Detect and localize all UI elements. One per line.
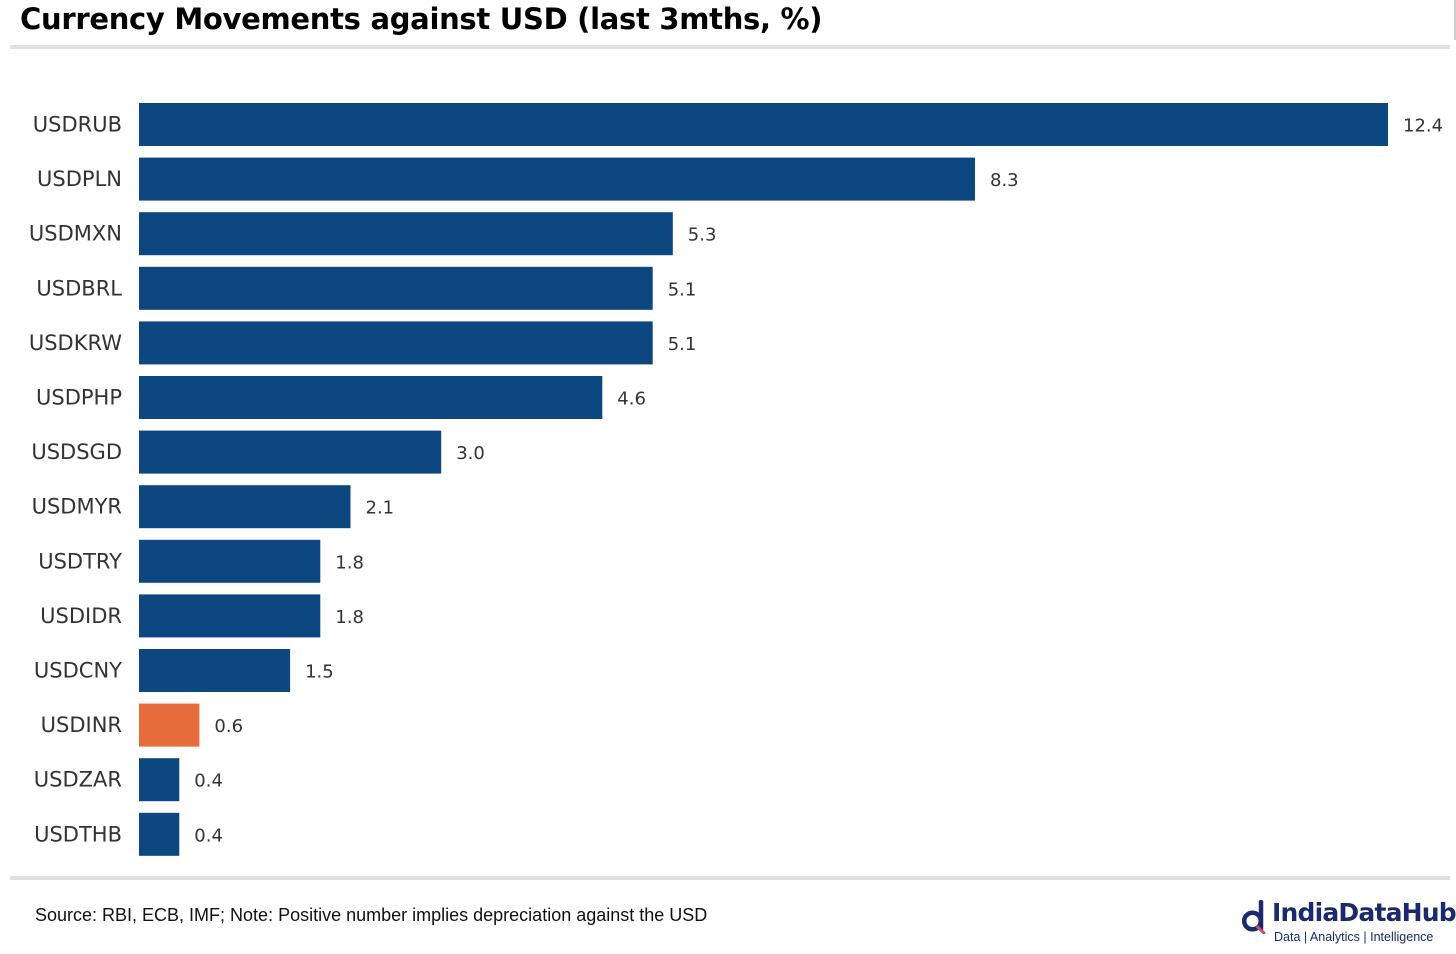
bar-usdidr [139, 594, 321, 638]
category-label-usdbrl: USDBRL [36, 276, 122, 300]
category-label-usdthb: USDTHB [34, 822, 122, 846]
category-label-usdkrw: USDKRW [29, 331, 122, 355]
bar-usdpln [139, 157, 975, 201]
value-label-usdsgd: 3.0 [456, 443, 485, 464]
category-label-usdsgd: USDSGD [31, 440, 122, 464]
value-label-usdtry: 1.8 [335, 552, 364, 573]
value-label-usdpln: 8.3 [990, 170, 1019, 191]
value-label-usdbrl: 5.1 [668, 279, 697, 300]
category-label-usdphp: USDPHP [36, 386, 122, 410]
category-label-usdzar: USDZAR [34, 768, 122, 792]
value-label-usdidr: 1.8 [335, 607, 364, 628]
value-label-usdinr: 0.6 [214, 716, 243, 737]
value-label-usdkrw: 5.1 [668, 334, 697, 355]
edge-line [1454, 0, 1456, 40]
bar-usdphp [139, 376, 603, 419]
bar-usdcny [139, 649, 291, 692]
value-label-usdmxn: 5.3 [688, 225, 717, 246]
bar-chart: USDRUB 12.4 USDPLN 8.3 USDMXN 5.3 USDBRL 5.1 USD… [29, 103, 1443, 856]
source-note: Source: RBI, ECB, IMF; Note: Positive nu… [35, 905, 708, 925]
value-label-usdzar: 0.4 [194, 771, 223, 792]
bottom-divider [10, 876, 1450, 880]
logo-d-icon [1241, 900, 1266, 934]
bar-usdkrw [139, 321, 653, 365]
bar-usdsgd [139, 430, 442, 474]
value-label-usdthb: 0.4 [194, 825, 223, 846]
bar-usdinr [139, 703, 200, 747]
category-label-usdcny: USDCNY [34, 659, 122, 683]
indiadatahub-logo: IndiaDataHub Data | Analytics | Intellig… [1240, 898, 1456, 948]
category-label-usdidr: USDIDR [40, 604, 122, 628]
category-label-usdtry: USDTRY [38, 549, 122, 573]
bar-usdmyr [139, 485, 351, 529]
bar-usdthb [139, 812, 180, 856]
top-divider [10, 45, 1450, 49]
chart-title: Currency Movements against USD (last 3mt… [20, 2, 823, 36]
bar-usdtry [139, 539, 321, 583]
value-label-usdcny: 1.5 [305, 662, 334, 683]
logo-name: IndiaDataHub [1272, 898, 1456, 927]
logo-tagline: Data | Analytics | Intelligence [1274, 930, 1434, 944]
value-label-usdphp: 4.6 [617, 389, 646, 410]
bar-usdrub [139, 103, 1388, 146]
bar-usdzar [139, 758, 180, 802]
bar-usdbrl [139, 266, 653, 310]
category-label-usdmxn: USDMXN [29, 222, 122, 246]
category-label-usdpln: USDPLN [37, 167, 122, 191]
category-label-usdmyr: USDMYR [32, 495, 122, 519]
category-label-usdinr: USDINR [41, 713, 122, 737]
bar-usdmxn [139, 212, 673, 256]
category-label-usdrub: USDRUB [33, 113, 122, 137]
value-label-usdmyr: 2.1 [366, 498, 395, 519]
value-label-usdrub: 12.4 [1403, 116, 1443, 137]
